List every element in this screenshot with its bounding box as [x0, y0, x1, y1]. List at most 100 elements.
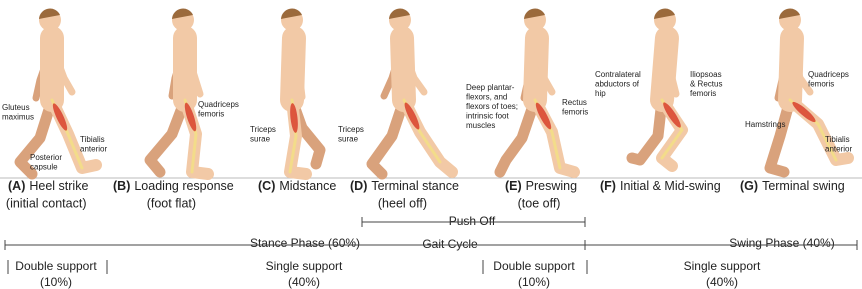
phase-detail: (heel off) [378, 196, 427, 210]
muscle [184, 102, 197, 132]
walker [280, 8, 326, 180]
muscle [535, 102, 552, 130]
support-share: (10%) [518, 275, 550, 289]
phase-label: (E) Preswing [505, 179, 577, 193]
phase-name: Loading response [134, 179, 233, 193]
back-leg [14, 94, 58, 180]
muscle-label: flexors of toes; [466, 102, 518, 111]
phase-letter: (A) [8, 179, 25, 193]
hair [654, 8, 675, 19]
back-leg [626, 94, 668, 166]
muscle-label: flexors, and [466, 93, 507, 102]
walker [366, 8, 458, 180]
support-share: (40%) [288, 275, 320, 289]
phase-detail: (foot flat) [147, 196, 196, 210]
phase-letter: (B) [113, 179, 130, 193]
muscle-label: Tibialis [80, 135, 105, 144]
muscle-label: hip [595, 89, 606, 98]
phase-label: (B) Loading response [113, 179, 234, 193]
muscle-label: Deep plantar- [466, 83, 515, 92]
phase-letter: (C) [258, 179, 275, 193]
front-arm [398, 42, 428, 96]
muscle-label: abductors of [595, 80, 640, 89]
hair [779, 8, 800, 19]
push-off-label: Push Off [449, 214, 496, 228]
figures [14, 8, 854, 180]
front-arm [290, 42, 306, 101]
walker [14, 8, 102, 180]
muscle-label: Hamstrings [745, 120, 785, 129]
back-leg [366, 94, 410, 180]
walker [144, 8, 214, 180]
walker [626, 8, 688, 172]
muscle-label: Rectus [562, 98, 587, 107]
support-name: Single support [266, 259, 343, 273]
hair [524, 8, 545, 19]
muscle-label: Tibialis [825, 135, 850, 144]
muscle [290, 103, 298, 133]
hair [39, 8, 60, 19]
phase-label: (G) Terminal swing [740, 179, 845, 193]
phase-letter: (G) [740, 179, 758, 193]
phase-name: Preswing [526, 179, 577, 193]
support-share: (10%) [40, 275, 72, 289]
muscle-label: & Rectus [690, 80, 722, 89]
hair [389, 8, 410, 19]
muscle-label: anterior [80, 145, 107, 154]
back-leg [494, 94, 541, 178]
muscle-label: surae [250, 135, 271, 144]
muscle-label: femoris [808, 80, 834, 89]
front-arm [788, 42, 814, 96]
support-name: Double support [493, 259, 575, 273]
walker [494, 8, 580, 178]
front-arm [663, 42, 680, 98]
phase-letter: (D) [350, 179, 367, 193]
muscle [663, 102, 681, 128]
hair [281, 8, 302, 19]
timeline [4, 217, 858, 274]
muscle-label: Contralateral [595, 70, 641, 79]
muscle-label: muscles [466, 121, 495, 130]
muscle [792, 101, 816, 123]
support-share: (40%) [706, 275, 738, 289]
muscle-label: Triceps [250, 125, 276, 134]
walker [764, 8, 854, 178]
front-arm [48, 42, 76, 96]
muscle-label: Iliopsoas [690, 70, 722, 79]
muscle-label: Triceps [338, 125, 364, 134]
back-leg [144, 94, 191, 178]
labels: GluteusmaximusTibialisanteriorPosteriorc… [2, 70, 852, 289]
muscle-label: femoris [562, 108, 588, 117]
phase-name: Heel strike [29, 179, 88, 193]
front-arm [181, 42, 204, 98]
support-name: Single support [684, 259, 761, 273]
front-arm [533, 42, 556, 96]
muscle-label: capsule [30, 163, 58, 172]
phase-label: (F) Initial & Mid-swing [600, 179, 721, 193]
phase-name: Terminal swing [762, 179, 845, 193]
muscle-label: intrinsic foot [466, 112, 509, 121]
phase-label: (D) Terminal stance [350, 179, 459, 193]
back-leg [764, 94, 796, 178]
support-name: Double support [15, 259, 97, 273]
muscle-label: Quadriceps [198, 100, 239, 109]
phase-name: Terminal stance [371, 179, 459, 193]
phase-detail: (toe off) [518, 196, 561, 210]
phase-label: (A) Heel strike [8, 179, 88, 193]
gait-cycle-label: Gait Cycle [422, 237, 478, 251]
phase-letter: (E) [505, 179, 522, 193]
phase-label: (C) Midstance [258, 179, 336, 193]
phase-letter: (F) [600, 179, 616, 193]
muscle-label: surae [338, 135, 359, 144]
muscle-label: Gluteus [2, 103, 30, 112]
muscle-label: Quadriceps [808, 70, 849, 79]
muscle-label: anterior [825, 145, 852, 154]
muscle [52, 103, 68, 131]
hair [172, 8, 193, 19]
stance-label: Stance Phase (60%) [250, 236, 360, 250]
muscle-label: Posterior [30, 153, 62, 162]
swing-label: Swing Phase (40%) [729, 236, 834, 250]
muscle-label: femoris [198, 110, 224, 119]
muscle-label: femoris [690, 89, 716, 98]
